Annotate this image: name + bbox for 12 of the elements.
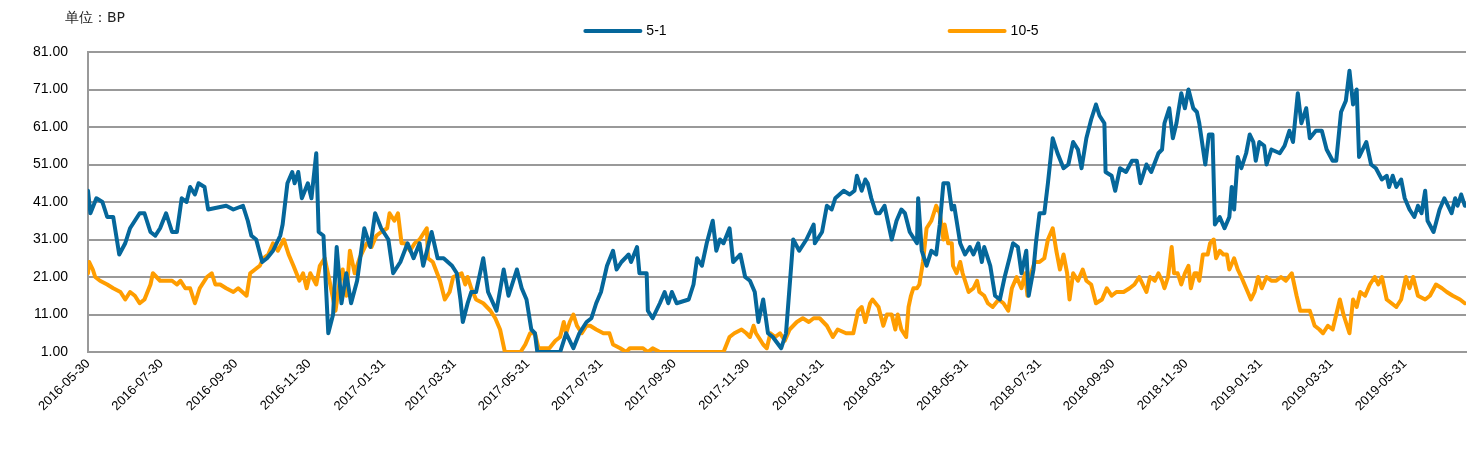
legend-label: 10-5	[1010, 21, 1039, 38]
y-tick-label: 21.00	[32, 267, 69, 284]
y-tick-label: 11.00	[34, 305, 69, 322]
y-tick-label: 41.00	[32, 192, 69, 209]
y-tick-label: 51.00	[32, 155, 69, 172]
y-tick-label: 61.00	[32, 117, 69, 134]
y-tick-label: 1.00	[40, 342, 69, 359]
y-tick-label: 81.00	[32, 42, 69, 59]
legend-label: 5-1	[646, 21, 667, 38]
y-tick-label: 71.00	[32, 80, 69, 97]
y-tick-label: 31.00	[32, 230, 69, 247]
y-axis-title: 单位：BP	[65, 8, 126, 25]
